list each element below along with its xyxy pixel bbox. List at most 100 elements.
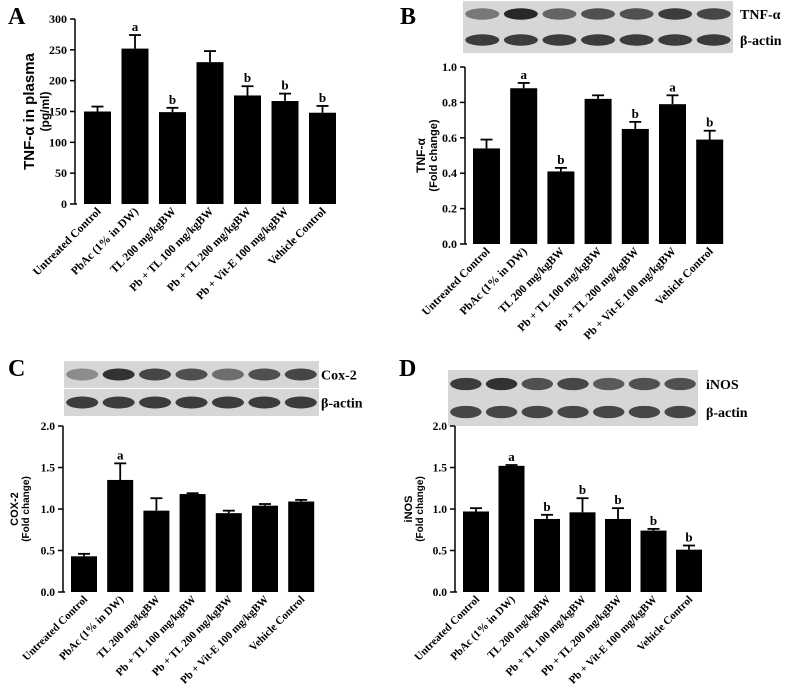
bar (234, 95, 261, 204)
bar (71, 556, 97, 592)
significance-letter: b (244, 70, 251, 85)
y-axis-label: TNF-α (414, 138, 428, 173)
blot-band (619, 34, 654, 46)
blot-label: β-actin (321, 397, 363, 412)
significance-letter: b (543, 499, 550, 514)
blot-band (102, 396, 135, 409)
significance-letter: b (557, 152, 564, 167)
y-tick-label: 200 (49, 74, 67, 88)
bar (309, 112, 336, 204)
category-label: Untreated Control (20, 594, 90, 664)
y-tick-label: 0 (61, 197, 67, 211)
blot-label: β-actin (706, 406, 748, 421)
blot-band (284, 368, 317, 381)
category-label: Untreated Control (412, 594, 482, 664)
blot-band (628, 377, 661, 391)
bar (584, 98, 612, 244)
blot-band (664, 377, 696, 391)
blot-band (139, 396, 172, 409)
bar (196, 62, 224, 204)
bar (676, 549, 702, 592)
blot-band (248, 396, 281, 409)
blot-band (521, 377, 553, 391)
blot-band (102, 368, 135, 381)
y-tick-label: 150 (49, 105, 67, 119)
blot-band (503, 34, 538, 46)
bar (215, 513, 242, 592)
blot-band (581, 8, 615, 20)
panel-label: A (8, 4, 26, 30)
y-tick-label: 0.0 (433, 587, 448, 599)
bar (510, 88, 538, 245)
significance-letter: b (281, 78, 288, 93)
significance-letter: b (650, 513, 657, 528)
blot-band (593, 377, 625, 391)
blot-band (450, 405, 482, 419)
significance-letter: b (706, 115, 713, 130)
blot-label: TNF-α (740, 8, 781, 23)
blot-band (658, 8, 693, 20)
blot-band (619, 8, 654, 20)
y-tick-label: 0.2 (442, 202, 457, 216)
significance-letter: a (117, 447, 124, 462)
y-tick-label: 1.0 (41, 504, 56, 516)
y-axis-label: COX-2 (9, 492, 21, 526)
y-tick-label: 0.0 (41, 587, 56, 599)
blot-band (485, 405, 518, 419)
bar (463, 511, 489, 592)
category-label: PbAc (1% in DW) (448, 593, 517, 662)
y-tick-label: 100 (49, 135, 67, 149)
significance-letter: a (669, 79, 676, 94)
bar (640, 530, 667, 592)
category-label: TL 200 mg/kgBW (497, 245, 568, 316)
y-axis-unit: (pg/ml) (38, 92, 52, 132)
blot-band (557, 405, 589, 419)
bar (252, 505, 278, 592)
y-axis-unit: (Fold change) (428, 119, 440, 191)
y-tick-label: 2.0 (433, 421, 448, 433)
blot-band (211, 396, 244, 409)
panel-a: A 0 50 100 150 200 250 300 TNF-α in plasma (pg/ml… (8, 4, 336, 302)
blot-band (664, 405, 696, 419)
blot-band (465, 34, 500, 46)
y-tick-label: 1.5 (41, 463, 56, 475)
blot-band (485, 377, 518, 391)
blot-band (581, 34, 615, 46)
y-tick-label: 0.8 (442, 95, 457, 109)
significance-letter: b (632, 106, 639, 121)
category-label: TL 200 mg/kgBW (95, 594, 163, 662)
bar (288, 501, 315, 592)
bar (498, 465, 525, 592)
bar (696, 139, 724, 244)
blot-band (521, 405, 553, 419)
blot-band (696, 8, 731, 20)
category-label: TL 200 mg/kgBW (485, 594, 553, 662)
bar (547, 171, 575, 244)
y-tick-label: 250 (49, 43, 67, 57)
bar (659, 104, 686, 244)
bar (605, 518, 631, 592)
y-tick-label: 0.5 (433, 546, 448, 558)
y-tick-label: 1.0 (433, 504, 448, 516)
category-label: PbAc (1% in DW) (69, 206, 141, 278)
blot-label: iNOS (706, 378, 739, 393)
y-tick-label: 0.5 (41, 546, 56, 558)
blot-band (557, 377, 589, 391)
blot-band (139, 368, 172, 381)
blot-band (628, 405, 661, 419)
bar (121, 48, 149, 204)
bar (143, 510, 170, 592)
significance-letter: a (520, 67, 527, 82)
y-tick-label: 0.4 (442, 166, 457, 180)
significance-letter: b (319, 90, 326, 105)
bar (271, 101, 299, 204)
significance-letter: a (132, 19, 139, 34)
y-axis-label: iNOS (403, 496, 415, 523)
category-label: TL 200 mg/kgBW (108, 205, 179, 276)
blot-band (211, 368, 244, 381)
y-tick-label: 50 (55, 166, 67, 180)
significance-letter: b (579, 482, 586, 497)
